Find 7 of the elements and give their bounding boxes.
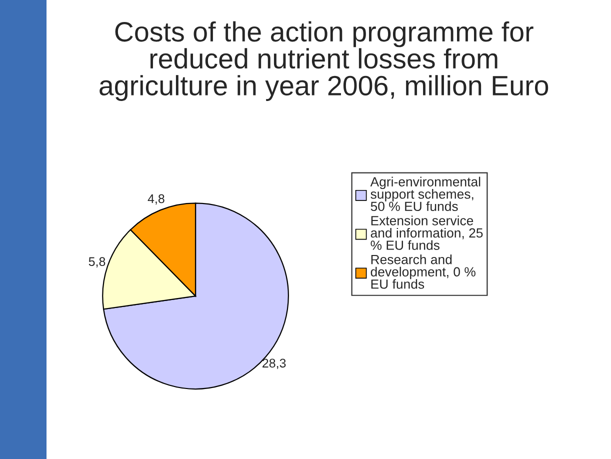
chart-title: Costs of the action programme for reduced nutrient losses from agriculture in year 2006, million Euro <box>100 21 548 101</box>
legend-label: Agri-environmental support schemes, 50 % EU funds <box>370 176 480 212</box>
legend-label: Extension service and information, 25 % EU funds <box>370 216 483 250</box>
legend-label: Research and development, 0 % EU funds <box>370 254 476 289</box>
data-label: 28,3 <box>262 358 286 370</box>
data-label: 4,8 <box>148 194 164 205</box>
data-label: 5,8 <box>88 257 106 268</box>
